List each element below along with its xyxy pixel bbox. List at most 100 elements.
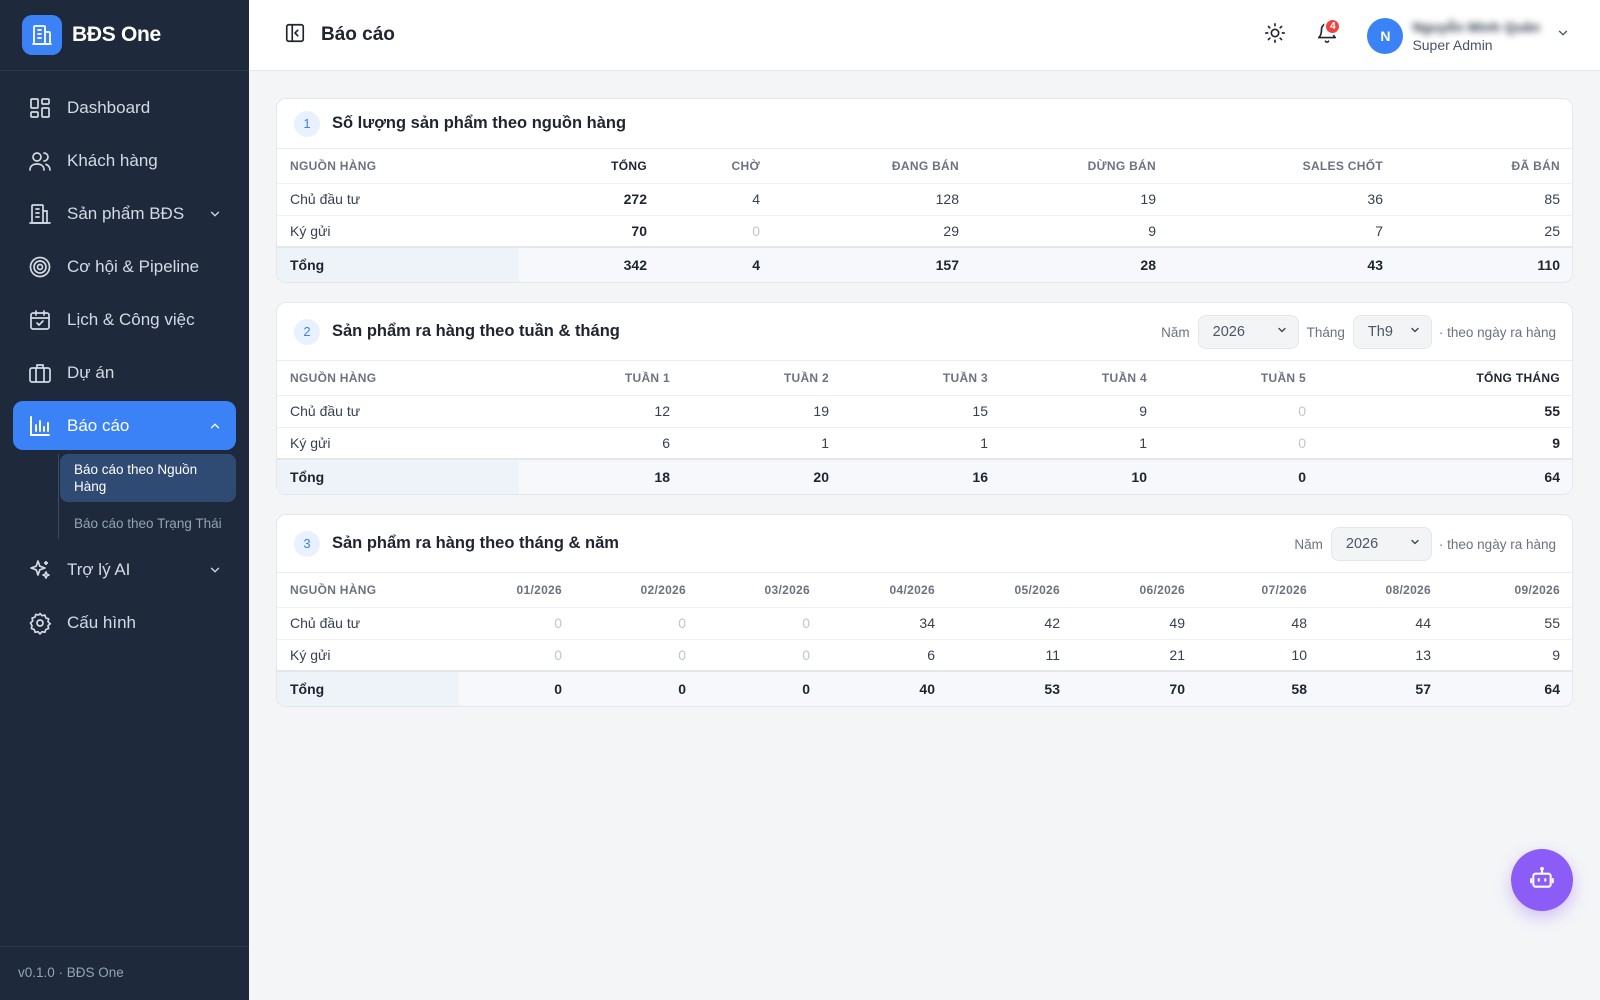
- table-cell: 18: [519, 458, 682, 494]
- table-cell: 40: [822, 670, 947, 706]
- card-title: Sản phẩm ra hàng theo tháng & năm: [332, 534, 619, 552]
- sidebar-item-label: Khách hàng: [67, 150, 158, 170]
- table-cell: 9: [1000, 394, 1159, 427]
- chevron-down-icon[interactable]: [208, 206, 222, 226]
- table-cell: 64: [1443, 670, 1572, 706]
- sidebar-item-products[interactable]: Sản phẩm BĐS: [13, 189, 236, 238]
- chevron-down-icon: [1260, 324, 1288, 340]
- column-header[interactable]: TỔNG THÁNG: [1476, 370, 1560, 385]
- table-cell: 21: [1072, 638, 1197, 671]
- sidebar-item-settings[interactable]: Cấu hình: [13, 598, 236, 647]
- column-header[interactable]: ĐANG BÁN: [891, 158, 959, 173]
- theme-toggle-button[interactable]: [1259, 20, 1291, 52]
- sidebar-item-calendar[interactable]: Lịch & Công việc: [13, 295, 236, 344]
- users-icon: [27, 148, 53, 174]
- column-header[interactable]: NGUỒN HÀNG: [290, 370, 377, 385]
- brand-name: BĐS One: [72, 23, 161, 46]
- user-role: Super Admin: [1412, 36, 1493, 53]
- table-cell: 44: [1319, 606, 1443, 639]
- column-header[interactable]: 03/2026: [764, 582, 810, 597]
- sidebar-item-ai-assistant[interactable]: Trợ lý AI: [13, 545, 236, 594]
- card-title: Số lượng sản phẩm theo nguồn hàng: [332, 114, 627, 132]
- report-table: NGUỒN HÀNG TUẦN 1 TUẦN 2 TUẦN 3 TUẦN 4 T…: [277, 361, 1572, 494]
- sidebar-item-label: Sản phẩm BĐS: [67, 203, 185, 223]
- report-filters: Năm 2026 · theo ngày ra hàng: [1294, 515, 1556, 573]
- ai-chatbot-button[interactable]: [1511, 849, 1573, 911]
- subnav-item-by-source[interactable]: Báo cáo theo Nguồn Hàng: [60, 454, 236, 502]
- user-info[interactable]: Nguyễn Minh Quân Super Admin: [1412, 18, 1540, 54]
- table-cell: 85: [1395, 182, 1572, 215]
- column-header[interactable]: 07/2026: [1261, 582, 1307, 597]
- column-header[interactable]: 09/2026: [1514, 582, 1560, 597]
- year-select[interactable]: 2026: [1330, 527, 1432, 561]
- report-table: NGUỒN HÀNG TỔNG CHỜ ĐANG BÁN DỪNG BÁN SA…: [277, 149, 1572, 282]
- column-header[interactable]: 05/2026: [1014, 582, 1060, 597]
- chevron-down-icon[interactable]: [1556, 26, 1570, 45]
- column-header[interactable]: SALES CHỐT: [1302, 158, 1383, 173]
- table-cell: 4: [659, 182, 772, 215]
- row-label: Ký gửi: [277, 638, 459, 671]
- sidebar-item-label: Dự án: [67, 362, 115, 382]
- table-cell: 4: [659, 246, 772, 282]
- table-total-row: Tổng 342 4 157 28 43 110: [277, 246, 1572, 282]
- briefcase-icon: [27, 360, 53, 386]
- notification-badge: 4: [1324, 17, 1342, 35]
- column-header[interactable]: 01/2026: [516, 582, 562, 597]
- column-header[interactable]: 06/2026: [1139, 582, 1185, 597]
- table-cell: 58: [1197, 670, 1319, 706]
- column-header[interactable]: TỔNG: [611, 158, 647, 173]
- section-number: 3: [294, 530, 320, 557]
- column-header[interactable]: DỪNG BÁN: [1087, 158, 1156, 173]
- sidebar: BĐS One Dashboard Khách hàng Sản phẩm BĐ…: [0, 0, 249, 1000]
- column-header[interactable]: CHỜ: [731, 158, 760, 173]
- table-cell: 16: [841, 458, 1000, 494]
- card-header: 1 Số lượng sản phẩm theo nguồn hàng: [277, 99, 1572, 149]
- sidebar-item-label: Cơ hội & Pipeline: [67, 256, 200, 276]
- sidebar-item-customers[interactable]: Khách hàng: [13, 136, 236, 185]
- year-select-value: 2026: [1345, 536, 1379, 552]
- column-header[interactable]: 04/2026: [889, 582, 935, 597]
- subnav-item-by-status[interactable]: Báo cáo theo Trạng Thái: [74, 516, 222, 531]
- chevron-up-icon[interactable]: [208, 418, 222, 438]
- avatar[interactable]: N: [1367, 17, 1404, 54]
- sparkles-icon: [27, 557, 53, 583]
- filter-note: · theo ngày ra hàng: [1438, 536, 1556, 552]
- column-header[interactable]: NGUỒN HÀNG: [290, 158, 377, 173]
- sidebar-item-reports[interactable]: Báo cáo: [13, 401, 236, 450]
- brand[interactable]: BĐS One: [0, 0, 249, 71]
- building-logo-icon: [22, 15, 62, 55]
- table-cell: 55: [1443, 606, 1572, 639]
- table-cell: 1: [1000, 426, 1159, 459]
- table-cell: 1: [682, 426, 841, 459]
- column-header[interactable]: ĐÃ BÁN: [1511, 158, 1560, 173]
- dashboard-icon: [27, 95, 53, 121]
- sidebar-toggle-button[interactable]: [283, 23, 307, 47]
- column-header[interactable]: TUẦN 1: [624, 370, 670, 385]
- table-cell: 110: [1395, 246, 1572, 282]
- table-cell: 342: [519, 246, 659, 282]
- chevron-down-icon[interactable]: [208, 562, 222, 582]
- column-header[interactable]: TUẦN 5: [1260, 370, 1306, 385]
- app-version: v0.1.0 · BĐS One: [0, 946, 249, 1000]
- chevron-down-icon: [1393, 536, 1421, 552]
- report-filters: Năm 2026 Tháng Th9 · theo ngày ra hàng: [1161, 303, 1556, 361]
- column-header[interactable]: TUẦN 4: [1101, 370, 1147, 385]
- month-select[interactable]: Th9: [1352, 315, 1432, 349]
- header-actions: 4 N Nguyễn Minh Quân Super Admin: [1259, 0, 1570, 71]
- row-label: Tổng: [277, 458, 519, 494]
- table-cell: 272: [519, 182, 659, 215]
- sidebar-item-dashboard[interactable]: Dashboard: [13, 83, 236, 132]
- sidebar-item-projects[interactable]: Dự án: [13, 348, 236, 397]
- column-header[interactable]: 02/2026: [640, 582, 686, 597]
- sidebar-item-label: Dashboard: [67, 97, 151, 117]
- notifications-button[interactable]: 4: [1311, 17, 1343, 52]
- column-header[interactable]: TUẦN 3: [942, 370, 988, 385]
- column-header[interactable]: TUẦN 2: [783, 370, 829, 385]
- column-header[interactable]: 08/2026: [1385, 582, 1431, 597]
- table-cell: 6: [519, 426, 682, 459]
- table-cell: 128: [772, 182, 971, 215]
- sidebar-item-pipeline[interactable]: Cơ hội & Pipeline: [13, 242, 236, 291]
- column-header[interactable]: NGUỒN HÀNG: [290, 582, 377, 597]
- year-select[interactable]: 2026: [1197, 315, 1299, 349]
- user-name: Nguyễn Minh Quân: [1412, 18, 1540, 35]
